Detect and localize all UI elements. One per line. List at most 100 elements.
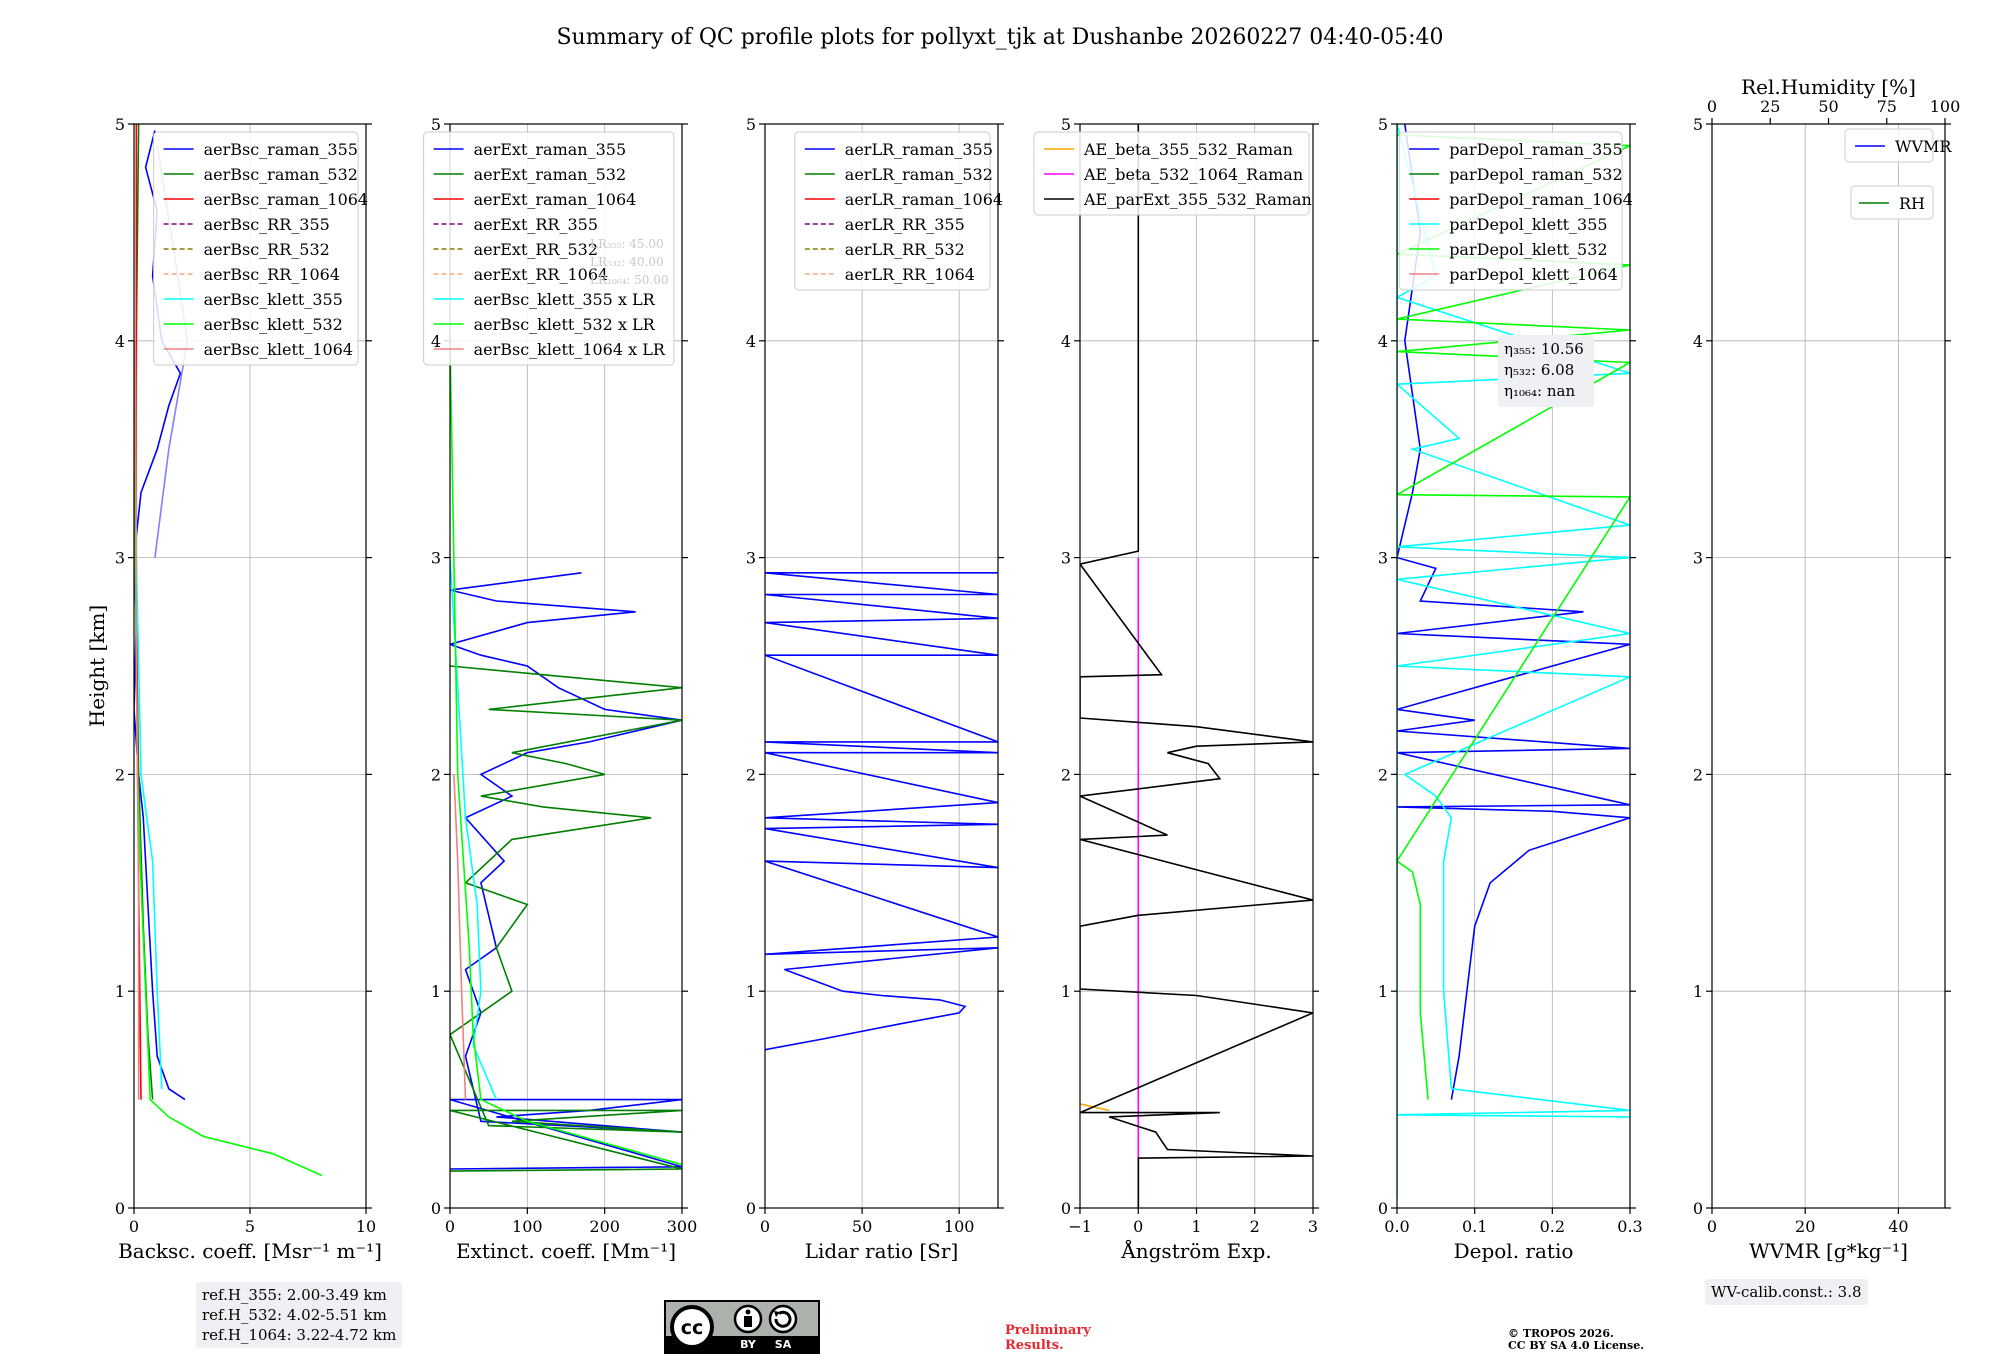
series-aerBsc_raman_355 bbox=[134, 130, 186, 1101]
legend-box-ext bbox=[423, 131, 675, 366]
panel-ext bbox=[423, 123, 688, 1214]
y-tick-label-ext: 1 bbox=[431, 982, 441, 1001]
legend-label-bsc: aerBsc_RR_355 bbox=[204, 215, 330, 234]
legend-label-ext: aerBsc_klett_355 x LR bbox=[474, 290, 656, 309]
y-tick-label-depol: 0 bbox=[1378, 1199, 1388, 1218]
axes-frame-wv bbox=[1711, 123, 1946, 1209]
y-tick-label-wv: 0 bbox=[1693, 1199, 1703, 1218]
x-tick-label-ae: 0 bbox=[1133, 1217, 1143, 1236]
y-tick-label-depol: 1 bbox=[1378, 982, 1388, 1001]
cc-license-badge: cc BY SA bbox=[664, 1300, 820, 1354]
legend-label-ext: aerBsc_klett_532 x LR bbox=[474, 315, 656, 334]
x-axis-label-lr: Lidar ratio [Sr] bbox=[805, 1239, 959, 1263]
legend2-box-wv bbox=[1850, 185, 1934, 220]
panel-bsc bbox=[128, 123, 372, 1214]
top-x-tick-label: 100 bbox=[1930, 97, 1961, 116]
x-tick-label-bsc: 5 bbox=[245, 1217, 255, 1236]
x-tick-label-depol: 0.0 bbox=[1384, 1217, 1409, 1236]
y-tick-label-ae: 4 bbox=[1061, 332, 1071, 351]
axes-frame-depol bbox=[1396, 123, 1631, 1209]
y-tick-label-ae: 3 bbox=[1061, 549, 1071, 568]
top-x-tick-label: 50 bbox=[1818, 97, 1838, 116]
legend-label-depol: parDepol_klett_355 bbox=[1449, 215, 1607, 234]
x-tick-label-bsc: 10 bbox=[356, 1217, 376, 1236]
preliminary-line2: Results. bbox=[1005, 1338, 1064, 1353]
y-tick-label-lr: 2 bbox=[746, 765, 756, 784]
legend-label-ae: AE_beta_355_532_Raman bbox=[1083, 140, 1293, 159]
y-tick-label-depol: 5 bbox=[1378, 115, 1388, 134]
legend-label-ext: aerExt_raman_1064 bbox=[474, 190, 637, 209]
legend-box-lr bbox=[794, 131, 991, 291]
badge-by-label: BY bbox=[740, 1338, 757, 1351]
top-x-tick-label: 25 bbox=[1760, 97, 1780, 116]
x-axis-label-bsc: Backsc. coeff. [Msr⁻¹ m⁻¹] bbox=[118, 1239, 382, 1263]
y-tick-label-ext: 4 bbox=[431, 332, 441, 351]
legend-label-ext: aerExt_raman_355 bbox=[474, 140, 627, 159]
y-axis-label: Height [km] bbox=[85, 605, 109, 727]
y-tick-label-lr: 4 bbox=[746, 332, 756, 351]
x-axis-label-ae: Ångström Exp. bbox=[1120, 1238, 1271, 1263]
panel-ae bbox=[1033, 123, 1319, 1214]
panel-lr bbox=[759, 123, 1004, 1214]
series-aerExt_raman_532 bbox=[450, 665, 682, 1172]
y-tick-label-bsc: 3 bbox=[115, 549, 125, 568]
legend-box-ae bbox=[1033, 131, 1310, 216]
legend-label-bsc: aerBsc_RR_532 bbox=[204, 240, 330, 259]
lr-label: LR₁₀₆₄: 50.00 bbox=[590, 273, 668, 287]
y-tick-label-bsc: 4 bbox=[115, 332, 125, 351]
legend-label-depol: parDepol_raman_1064 bbox=[1449, 190, 1633, 209]
x-axis-label-depol: Depol. ratio bbox=[1454, 1239, 1574, 1263]
reference-height-box: ref.H_355: 2.00-3.49 km ref.H_532: 4.02-… bbox=[196, 1282, 403, 1348]
axes-frame-lr bbox=[764, 123, 999, 1209]
legend-label-depol: parDepol_klett_1064 bbox=[1449, 265, 1618, 284]
top-x-tick-label: 75 bbox=[1877, 97, 1897, 116]
svg-text:cc: cc bbox=[681, 1317, 704, 1339]
eta-label: η₃₅₅: 10.56 bbox=[1504, 340, 1584, 358]
legend-label-ext: aerExt_RR_355 bbox=[474, 215, 598, 234]
x-tick-label-lr: 0 bbox=[760, 1217, 770, 1236]
legend-box-depol bbox=[1398, 131, 1623, 291]
x-tick-label-wv: 20 bbox=[1795, 1217, 1815, 1236]
x-tick-label-bsc: 0 bbox=[129, 1217, 139, 1236]
series-parDepol_raman_355 bbox=[1397, 124, 1630, 1100]
legend-label-bsc: aerBsc_raman_532 bbox=[204, 165, 358, 184]
lr-label: LR₅₃₂: 40.00 bbox=[590, 255, 664, 269]
copyright-line2: CC BY SA 4.0 License. bbox=[1508, 1339, 1645, 1352]
series-aerExt_raman_355 bbox=[450, 572, 682, 1170]
x-tick-label-wv: 0 bbox=[1707, 1217, 1717, 1236]
legend-label-ext: aerExt_RR_1064 bbox=[474, 265, 609, 284]
y-tick-label-wv: 1 bbox=[1693, 982, 1703, 1001]
y-tick-label-wv: 5 bbox=[1693, 115, 1703, 134]
top-x-tick-label: 0 bbox=[1707, 97, 1717, 116]
legend-label-ae: AE_beta_532_1064_Raman bbox=[1083, 165, 1303, 184]
y-tick-label-wv: 3 bbox=[1693, 549, 1703, 568]
legend-label-lr: aerLR_raman_355 bbox=[845, 140, 993, 159]
y-tick-label-ae: 0 bbox=[1061, 1199, 1071, 1218]
y-tick-label-wv: 2 bbox=[1693, 765, 1703, 784]
y-tick-label-depol: 4 bbox=[1378, 332, 1388, 351]
x-tick-label-ae: 1 bbox=[1191, 1217, 1201, 1236]
y-tick-label-ext: 2 bbox=[431, 765, 441, 784]
legend-label-lr: aerLR_RR_532 bbox=[845, 240, 965, 259]
x-tick-label-wv: 40 bbox=[1888, 1217, 1908, 1236]
legend-label-bsc: aerBsc_klett_355 bbox=[204, 290, 343, 309]
x-tick-label-ext: 300 bbox=[667, 1217, 698, 1236]
legend-label-lr: aerLR_raman_532 bbox=[845, 165, 993, 184]
x-tick-label-depol: 0.3 bbox=[1617, 1217, 1642, 1236]
x-tick-label-depol: 0.1 bbox=[1462, 1217, 1487, 1236]
ref-height-355: ref.H_355: 2.00-3.49 km bbox=[202, 1286, 387, 1304]
ref-height-532: ref.H_532: 4.02-5.51 km bbox=[202, 1306, 387, 1324]
badge-sa-label: SA bbox=[775, 1338, 792, 1351]
eta-label: η₅₃₂: 6.08 bbox=[1504, 361, 1574, 379]
legend-label-depol: parDepol_raman_532 bbox=[1449, 165, 1622, 184]
y-tick-label-lr: 3 bbox=[746, 549, 756, 568]
preliminary-results-note: Preliminary Results. bbox=[1005, 1323, 1091, 1353]
copyright-note: © TROPOS 2026. CC BY SA 4.0 License. bbox=[1508, 1328, 1644, 1352]
legend-label-lr: aerLR_raman_1064 bbox=[845, 190, 1003, 209]
figure-title: Summary of QC profile plots for pollyxt_… bbox=[556, 25, 1443, 50]
copyright-line1: © TROPOS 2026. bbox=[1508, 1327, 1614, 1340]
x-tick-label-depol: 0.2 bbox=[1540, 1217, 1565, 1236]
x-axis-label-wv: WVMR [g*kg⁻¹] bbox=[1749, 1239, 1908, 1263]
y-tick-label-ext: 0 bbox=[431, 1199, 441, 1218]
